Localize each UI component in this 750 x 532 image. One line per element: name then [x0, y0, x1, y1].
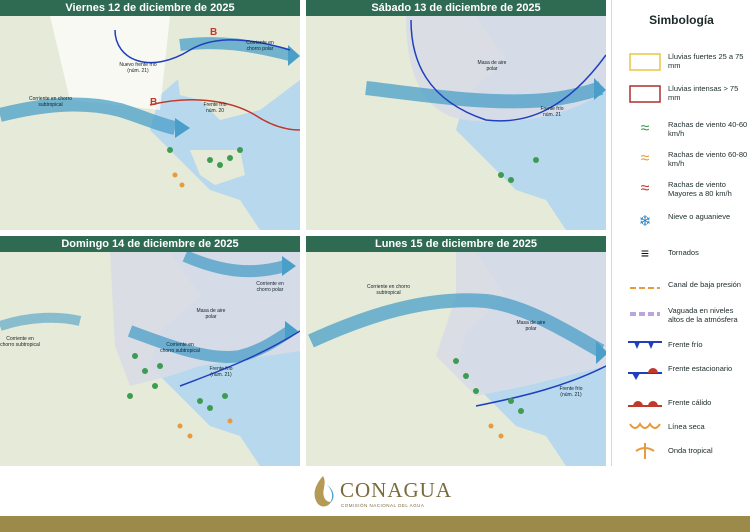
legend-item-tornado: ≡ Tornados: [612, 245, 750, 263]
pressure-low-label: B: [210, 27, 218, 38]
legend-item-intense-rain: Lluvias intensas > 75 mm: [612, 84, 750, 108]
front-label: Frente frío núm. 20: [203, 102, 227, 114]
legend-item-upper-trough: Vaguada en niveles altos de la atmósfera: [612, 306, 750, 336]
legend-item-wind-40-60: ≈ Rachas de viento 40-60 km/h: [612, 120, 750, 144]
air-mass-label: Masa de aire polar: [477, 60, 507, 72]
wind-orange-icon: ≈: [640, 150, 650, 167]
legend-item-tropical-wave: Onda tropical: [612, 442, 750, 460]
air-mass-label: Masa de aire polar: [196, 308, 226, 320]
jet-subtropical-label: Corriente en chorro subtropical: [0, 336, 40, 348]
map-canvas: [0, 236, 300, 466]
jet-subtropical-label: Corriente en chorro subtropical: [160, 342, 200, 354]
panel-title: Domingo 14 de diciembre de 2025: [0, 236, 300, 252]
brand-name: CONAGUA: [340, 478, 452, 502]
front-label: Frente frío núm. 21: [540, 106, 564, 118]
legend-item-snow: ❄ Nieve o aguanieve: [612, 212, 750, 236]
legend-item-heavy-rain: Lluvias fuertes 25 a 75 mm: [612, 52, 750, 76]
footer: CONAGUA COMISIÓN NACIONAL DEL AGUA: [0, 466, 750, 516]
heavy-rain-box-icon: [624, 52, 666, 77]
legend-item-wind-60-80: ≈ Rachas de viento 60-80 km/h: [612, 150, 750, 174]
legend-item-wind-80: ≈ Rachas de viento Mayores a 80 km/h: [612, 180, 750, 204]
legend-item-trough: Canal de baja presión: [612, 280, 750, 302]
jet-subtropical-label: Corriente en chorro subtropical: [366, 284, 411, 296]
trough-line-icon: [624, 280, 666, 301]
front-label: Frente frío (núm. 21): [559, 386, 583, 398]
front-label: Nuevo frente frío (núm. 21): [119, 62, 157, 74]
panel-title: Lunes 15 de diciembre de 2025: [306, 236, 606, 252]
dry-line-icon: [624, 420, 666, 439]
jet-polar-label: Corriente en chorro polar: [246, 40, 274, 52]
footer-bar: [0, 516, 750, 532]
panel-title: Sábado 13 de diciembre de 2025: [306, 0, 606, 16]
map-canvas: [306, 0, 606, 230]
snowflake-icon: ❄: [638, 213, 652, 230]
panel-title: Viernes 12 de diciembre de 2025: [0, 0, 300, 16]
cold-front-icon: [624, 338, 666, 357]
map-panel-saturday: Sábado 13 de diciembre de 2025 Masa de a…: [306, 0, 606, 230]
stationary-front-icon: [624, 364, 666, 387]
conagua-logo-icon: [314, 476, 334, 507]
wind-green-icon: ≈: [640, 120, 650, 137]
legend: Simbología Lluvias fuertes 25 a 75 mm Ll…: [611, 0, 750, 466]
map-panel-friday: Viernes 12 de diciembre de 2025 Nuevo fr…: [0, 0, 300, 230]
jet-subtropical-label: Corriente en chorro subtropical: [28, 96, 73, 108]
intense-rain-box-icon: [624, 84, 666, 109]
legend-item-stationary-front: Frente estacionario: [612, 364, 750, 388]
wind-red-icon: ≈: [640, 180, 650, 197]
legend-item-warm-front: Frente cálido: [612, 396, 750, 412]
front-label: Frente frío (núm. 21): [209, 366, 233, 378]
map-panel-sunday: Domingo 14 de diciembre de 2025 Corrient…: [0, 236, 300, 466]
legend-title: Simbología: [649, 13, 714, 27]
map-panel-monday: Lunes 15 de diciembre de 2025 Corriente …: [306, 236, 606, 466]
map-canvas: [0, 0, 300, 230]
map-canvas: [306, 236, 606, 466]
tropical-wave-icon: [624, 442, 666, 465]
pressure-low-label: B: [150, 97, 158, 108]
jet-polar-label: Corriente en chorro polar: [256, 281, 284, 293]
upper-trough-icon: [624, 306, 666, 327]
tornado-icon: ≡: [640, 245, 650, 261]
legend-item-cold-front: Frente frío: [612, 338, 750, 354]
air-mass-label: Masa de aire polar: [516, 320, 546, 332]
brand-subtitle: COMISIÓN NACIONAL DEL AGUA: [341, 503, 425, 508]
warm-front-icon: [624, 396, 666, 415]
legend-item-dry-line: Línea seca: [612, 420, 750, 436]
